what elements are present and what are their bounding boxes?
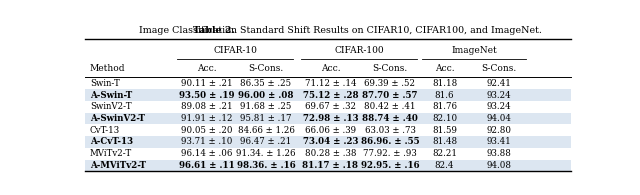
Text: Image Classification Standard Shift Results on CIFAR10, CIFAR100, and ImageNet.: Image Classification Standard Shift Resu…: [136, 26, 542, 35]
Text: S-Cons.: S-Cons.: [248, 64, 284, 73]
Text: CvT-13: CvT-13: [90, 126, 120, 135]
Text: 93.41: 93.41: [487, 137, 511, 146]
Text: 71.12 ± .14: 71.12 ± .14: [305, 79, 356, 88]
Text: 96.00 ± .08: 96.00 ± .08: [238, 90, 294, 100]
Text: 95.81 ± .17: 95.81 ± .17: [240, 114, 292, 123]
Text: 98.36. ± .16: 98.36. ± .16: [237, 161, 296, 170]
Text: 88.74 ± .40: 88.74 ± .40: [362, 114, 418, 123]
Text: ImageNet: ImageNet: [451, 46, 497, 55]
Text: 86.35 ± .25: 86.35 ± .25: [241, 79, 292, 88]
Text: A-MViTv2-T: A-MViTv2-T: [90, 161, 146, 170]
Text: 73.04 ± .23: 73.04 ± .23: [303, 137, 358, 146]
Text: 72.98 ± .13: 72.98 ± .13: [303, 114, 358, 123]
Text: A-Swin-T: A-Swin-T: [90, 90, 132, 100]
Text: 93.71 ± .10: 93.71 ± .10: [180, 137, 232, 146]
Text: 84.66 ± 1.26: 84.66 ± 1.26: [237, 126, 294, 135]
Text: CIFAR-100: CIFAR-100: [334, 46, 384, 55]
Text: 96.47 ± .21: 96.47 ± .21: [241, 137, 292, 146]
Text: 92.80: 92.80: [486, 126, 511, 135]
Text: 80.42 ± .41: 80.42 ± .41: [364, 102, 416, 111]
Text: S-Cons.: S-Cons.: [481, 64, 516, 73]
Text: 66.06 ± .39: 66.06 ± .39: [305, 126, 356, 135]
Text: 91.91 ± .12: 91.91 ± .12: [180, 114, 232, 123]
Text: 92.41: 92.41: [486, 79, 511, 88]
Text: 90.11 ± .21: 90.11 ± .21: [180, 79, 232, 88]
Text: 81.18: 81.18: [432, 79, 457, 88]
Text: 87.70 ± .57: 87.70 ± .57: [362, 90, 418, 100]
Bar: [85, 136, 571, 148]
Text: 93.50 ± .19: 93.50 ± .19: [179, 90, 234, 100]
Text: 93.88: 93.88: [486, 149, 511, 158]
Text: 92.95. ± .16: 92.95. ± .16: [361, 161, 419, 170]
Text: Acc.: Acc.: [321, 64, 340, 73]
Text: 77.92. ± .93: 77.92. ± .93: [363, 149, 417, 158]
Text: 91.34. ± 1.26: 91.34. ± 1.26: [236, 149, 296, 158]
Text: 81.17 ± .18: 81.17 ± .18: [303, 161, 358, 170]
Text: 81.6: 81.6: [435, 90, 454, 100]
Text: MViTv2-T: MViTv2-T: [90, 149, 132, 158]
Text: 96.61 ± .11: 96.61 ± .11: [179, 161, 234, 170]
Text: 93.24: 93.24: [487, 90, 511, 100]
Text: 89.08 ± .21: 89.08 ± .21: [180, 102, 232, 111]
Text: A-CvT-13: A-CvT-13: [90, 137, 133, 146]
Text: 93.24: 93.24: [487, 102, 511, 111]
Text: 81.48: 81.48: [432, 137, 457, 146]
Bar: [85, 89, 571, 101]
Text: 69.39 ± .52: 69.39 ± .52: [365, 79, 415, 88]
Text: 94.08: 94.08: [486, 161, 511, 170]
Text: Table 2.: Table 2.: [193, 26, 235, 35]
Text: SwinV2-T: SwinV2-T: [90, 102, 132, 111]
Text: 81.59: 81.59: [432, 126, 457, 135]
Text: Acc.: Acc.: [435, 64, 454, 73]
Text: 82.21: 82.21: [432, 149, 457, 158]
Text: CIFAR-10: CIFAR-10: [213, 46, 257, 55]
Text: 94.04: 94.04: [486, 114, 511, 123]
Bar: [85, 113, 571, 124]
Text: 90.05 ± .20: 90.05 ± .20: [180, 126, 232, 135]
Text: 96.14 ± .06: 96.14 ± .06: [180, 149, 232, 158]
Text: Method: Method: [90, 64, 125, 73]
Text: 91.68 ± .25: 91.68 ± .25: [240, 102, 292, 111]
Text: A-SwinV2-T: A-SwinV2-T: [90, 114, 145, 123]
Text: 81.76: 81.76: [432, 102, 457, 111]
Text: 82.4: 82.4: [435, 161, 454, 170]
Text: 75.12 ± .28: 75.12 ± .28: [303, 90, 358, 100]
Text: S-Cons.: S-Cons.: [372, 64, 408, 73]
Text: 69.67 ± .32: 69.67 ± .32: [305, 102, 356, 111]
Text: 82.10: 82.10: [432, 114, 457, 123]
Text: 80.28 ± .38: 80.28 ± .38: [305, 149, 356, 158]
Text: Acc.: Acc.: [196, 64, 216, 73]
Text: Swin-T: Swin-T: [90, 79, 120, 88]
Bar: [85, 160, 571, 171]
Text: 63.03 ± .73: 63.03 ± .73: [365, 126, 415, 135]
Text: 86.96. ± .55: 86.96. ± .55: [361, 137, 419, 146]
